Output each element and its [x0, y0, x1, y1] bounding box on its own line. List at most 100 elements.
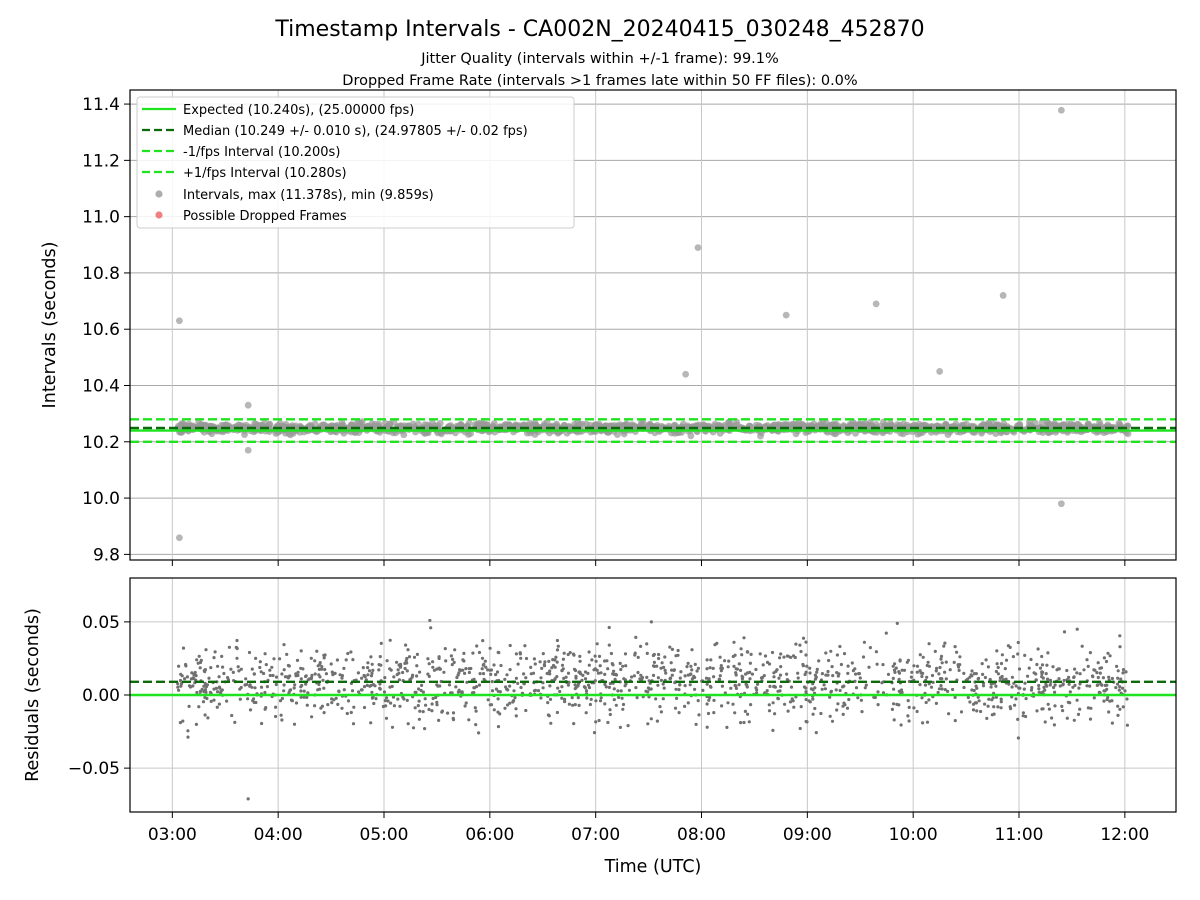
data-point: [1037, 683, 1041, 688]
data-point: [239, 667, 243, 671]
data-point: [408, 678, 412, 682]
data-point: [708, 695, 712, 700]
x-tick-label: 07:00: [571, 825, 620, 845]
data-point: [824, 673, 828, 677]
data-point: [674, 687, 678, 691]
data-point: [576, 682, 581, 686]
data-point: [594, 699, 598, 703]
data-point: [423, 421, 431, 429]
data-point: [497, 651, 501, 655]
data-point: [437, 666, 441, 670]
data-point: [1098, 671, 1102, 675]
intervals-frame: [129, 89, 1177, 561]
data-point: [402, 697, 406, 701]
data-point: [742, 636, 746, 640]
data-point: [263, 707, 267, 711]
residuals-y-axis-label: Residuals (seconds): [23, 608, 43, 782]
data-point: [618, 422, 626, 430]
data-point: [304, 682, 308, 686]
data-point: [695, 421, 703, 429]
data-point: [1118, 707, 1122, 711]
data-point: [427, 674, 431, 679]
data-point: [868, 646, 873, 650]
data-point: [1098, 666, 1102, 670]
data-point: [1073, 683, 1077, 688]
data-point: [644, 689, 648, 693]
data-point: [683, 674, 687, 678]
data-point: [320, 665, 324, 669]
chart-subtitle-jitter: Jitter Quality (intervals within +/-1 fr…: [420, 51, 779, 67]
data-point: [340, 674, 344, 678]
data-point: [900, 668, 904, 672]
data-point: [406, 722, 410, 726]
data-point: [892, 687, 896, 691]
data-point: [847, 697, 851, 702]
data-point: [998, 679, 1002, 683]
data-point: [996, 665, 1000, 670]
data-point: [447, 683, 452, 687]
data-point: [351, 722, 356, 726]
data-point: [693, 675, 697, 680]
data-point: [553, 658, 557, 662]
data-point: [874, 650, 879, 654]
x-tick-label: 05:00: [360, 825, 409, 845]
data-point: [767, 703, 771, 707]
data-point: [252, 697, 256, 701]
data-point: [1116, 682, 1120, 686]
data-point: [1092, 696, 1096, 700]
data-point: [322, 653, 326, 657]
data-point: [471, 651, 475, 655]
data-point: [533, 662, 537, 666]
data-point: [992, 712, 996, 716]
data-point: [606, 720, 610, 725]
data-point: [1040, 675, 1044, 679]
data-point: [1114, 686, 1118, 690]
data-point: [951, 687, 955, 692]
legend-entry-intervals: Intervals, max (11.378s), min (9.859s): [183, 188, 434, 203]
data-point: [419, 688, 423, 693]
data-point: [820, 687, 824, 691]
data-point: [683, 704, 687, 709]
data-point: [293, 683, 297, 687]
data-point: [884, 631, 888, 635]
data-point: [299, 677, 303, 681]
data-point: [351, 658, 355, 662]
data-point: [712, 698, 716, 703]
data-point: [305, 703, 309, 707]
data-point: [588, 702, 593, 707]
data-point: [477, 650, 482, 655]
data-point: [813, 686, 817, 690]
data-point: [676, 648, 680, 653]
data-point: [546, 701, 550, 705]
data-point: [585, 696, 589, 700]
residuals-x-ticks: 03:00 04:00 05:00 06:00 07:00 08:00 09:00 10:00…: [148, 812, 1149, 845]
data-point: [683, 684, 687, 688]
data-point: [1078, 682, 1082, 686]
data-point: [384, 704, 388, 708]
data-point: [718, 674, 722, 678]
data-point: [740, 653, 744, 657]
data-point: [286, 663, 290, 668]
data-point: [282, 643, 286, 647]
outlier-point: [1057, 106, 1065, 114]
data-point: [1006, 644, 1011, 648]
data-point: [907, 719, 911, 723]
data-point: [657, 656, 661, 661]
legend-marker-dropped: [155, 211, 163, 219]
data-point: [897, 689, 901, 693]
data-point: [1016, 717, 1020, 722]
data-point: [427, 662, 431, 666]
data-point: [482, 662, 486, 666]
data-point: [413, 706, 417, 710]
data-point: [529, 665, 533, 670]
data-point: [853, 679, 857, 684]
residuals-points: [176, 618, 1129, 801]
data-point: [712, 675, 716, 679]
data-point: [927, 698, 931, 702]
data-point: [594, 659, 598, 663]
data-point: [478, 672, 482, 676]
data-point: [921, 721, 925, 725]
data-point: [620, 696, 624, 700]
x-tick-label: 03:00: [148, 825, 197, 845]
data-point: [1048, 678, 1053, 682]
